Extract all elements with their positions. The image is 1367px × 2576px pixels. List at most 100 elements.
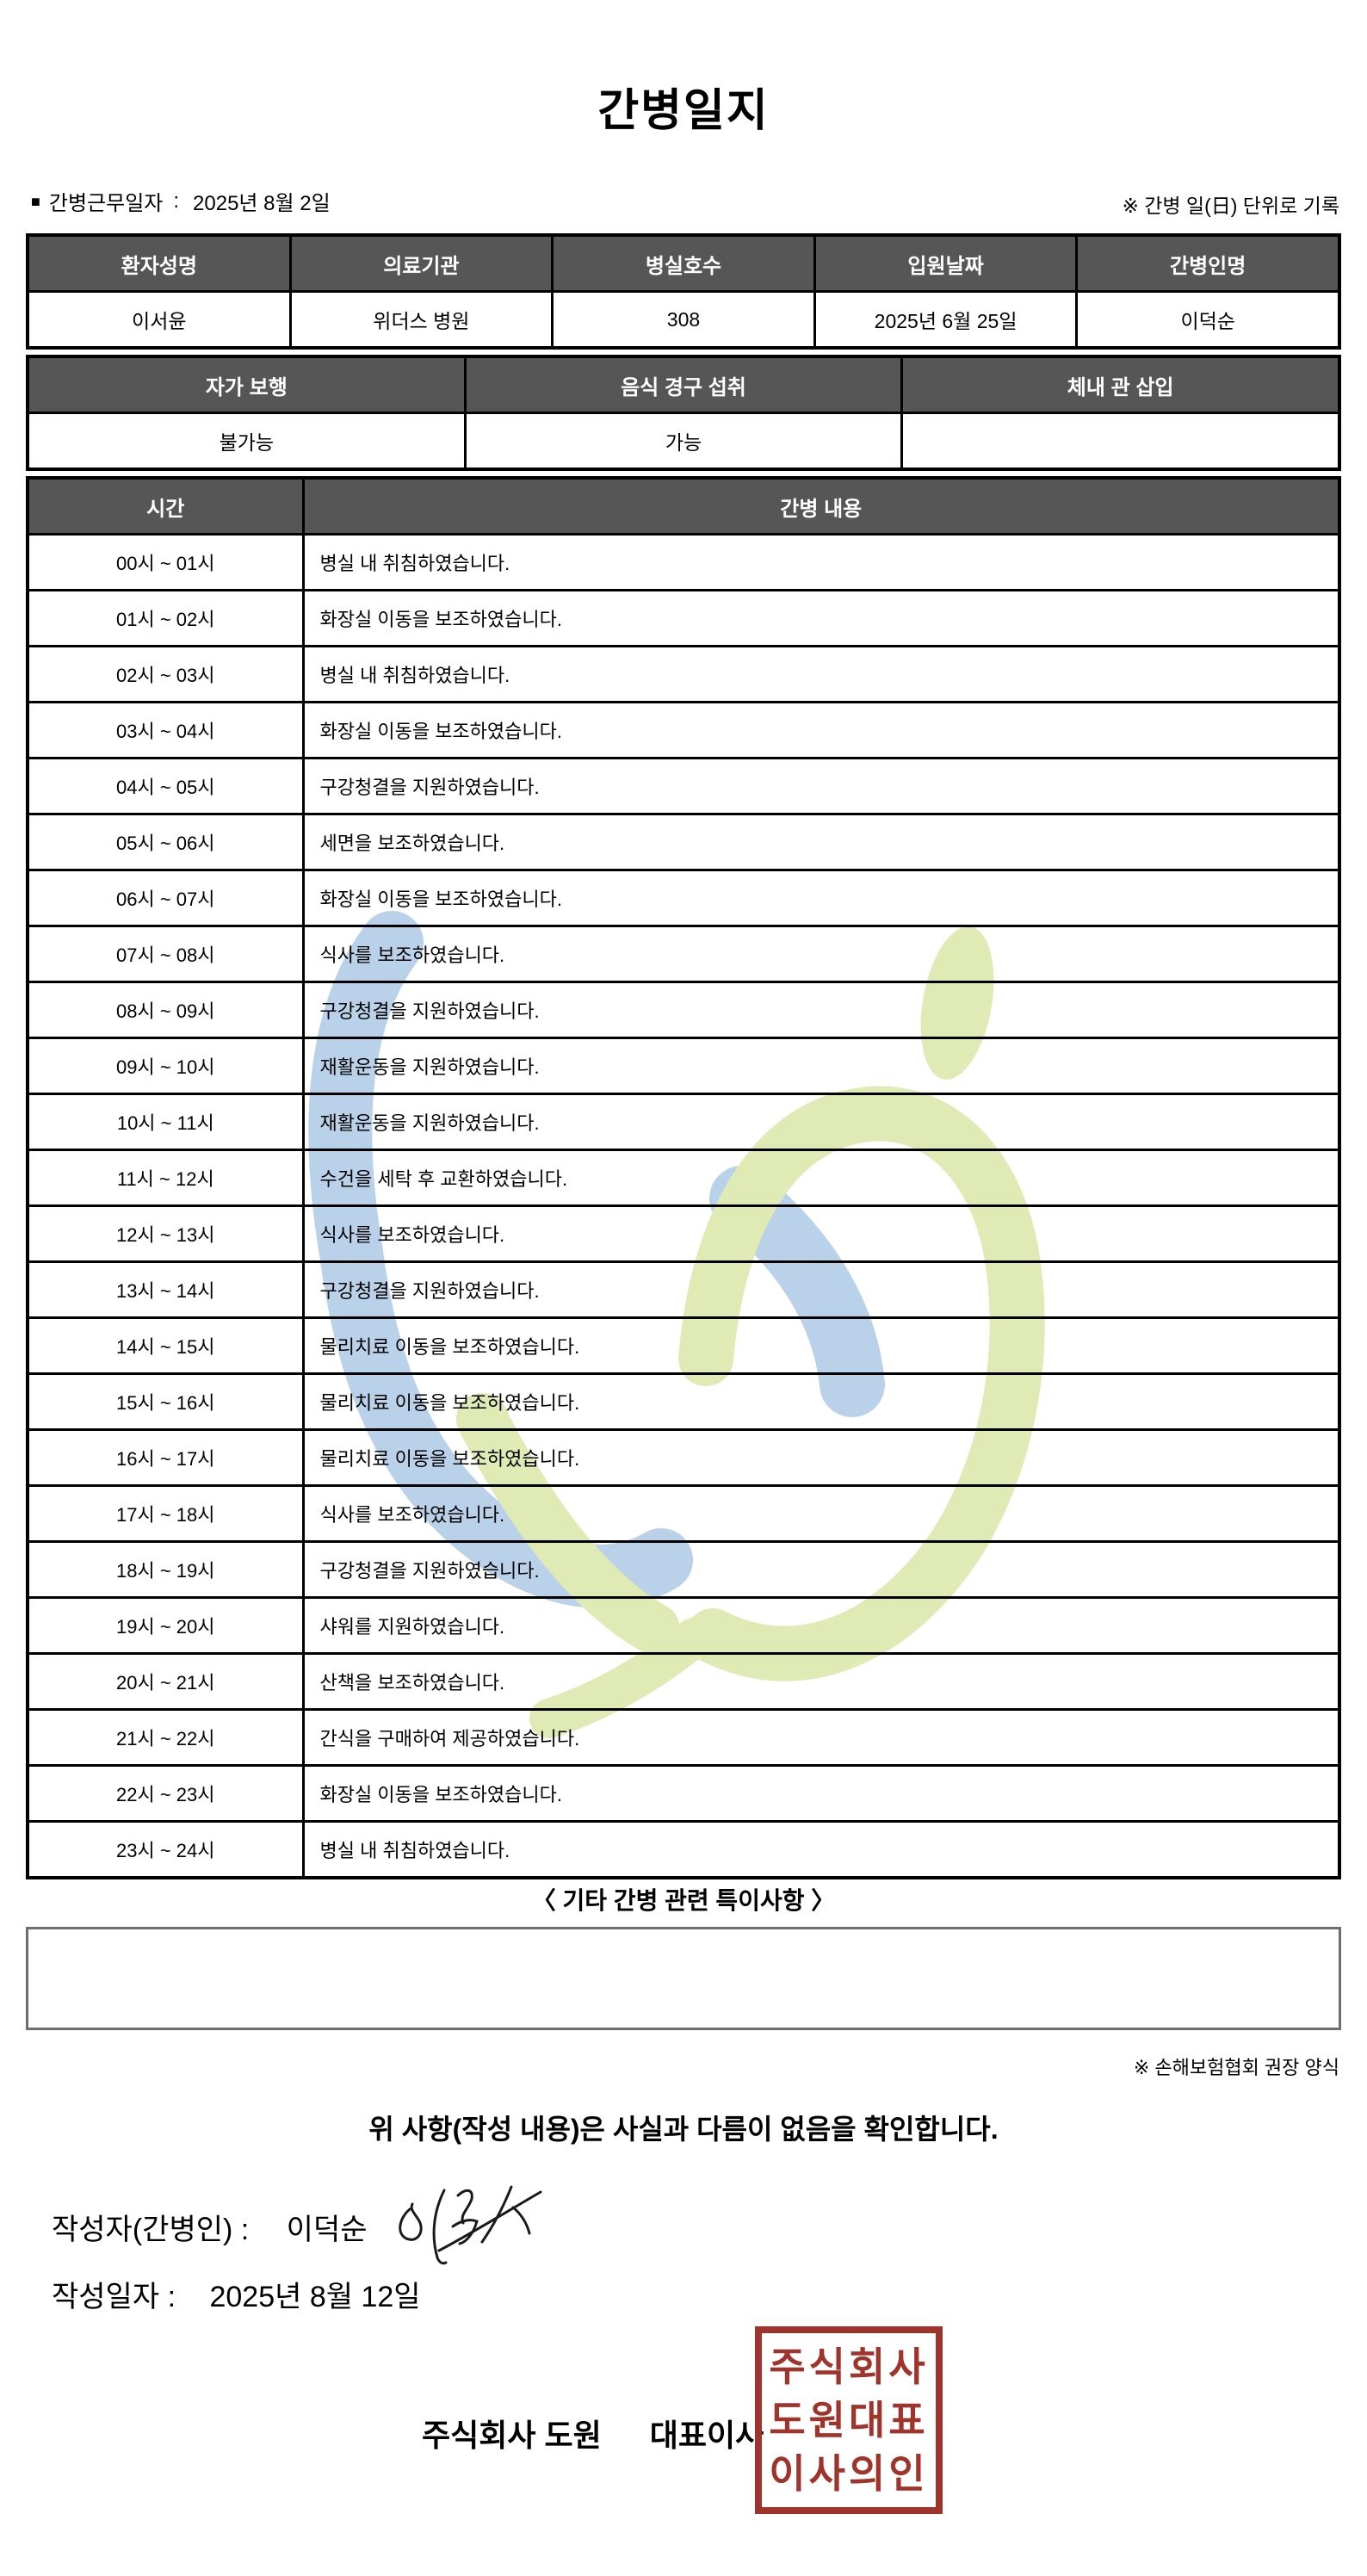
status-header-row: 자가 보행 음식 경구 섭취 체내 관 삽입 — [26, 355, 1341, 414]
care-log-row: 20시 ~ 21시 산책을 보조하였습니다. — [26, 1652, 1341, 1711]
care-row-content: 구강청결을 지원하였습니다. — [301, 981, 1341, 1039]
room-number-value: 308 — [551, 290, 816, 350]
care-row-time: 20시 ~ 21시 — [26, 1652, 305, 1711]
care-row-content: 구강청결을 지원하였습니다. — [301, 1540, 1341, 1599]
care-log-row: 10시 ~ 11시 재활운동을 지원하였습니다. — [26, 1093, 1341, 1151]
care-row-time: 10시 ~ 11시 — [26, 1093, 305, 1151]
care-content-header: 간병 내용 — [301, 476, 1341, 536]
care-row-content: 화장실 이동을 보조하였습니다. — [301, 589, 1341, 647]
care-row-time: 09시 ~ 10시 — [26, 1037, 305, 1095]
company-seal-stamp: 주식회사 도원대표 이사의인 — [755, 2326, 943, 2514]
page-title: 간병일지 — [597, 86, 770, 136]
care-row-content: 구강청결을 지원하였습니다. — [301, 757, 1341, 815]
admission-date-value: 2025년 6월 25일 — [813, 290, 1079, 350]
care-log-header-row: 시간 간병 내용 — [26, 476, 1341, 536]
care-row-time: 15시 ~ 16시 — [26, 1372, 305, 1431]
care-row-content: 화장실 이동을 보조하였습니다. — [301, 701, 1341, 759]
care-row-time: 13시 ~ 14시 — [26, 1260, 305, 1319]
stamp-line: 이사의인 — [769, 2451, 929, 2496]
writer-name: 이덕순 — [286, 2214, 368, 2246]
care-log-row: 07시 ~ 08시 식사를 보조하였습니다. — [26, 925, 1341, 983]
care-log-row: 22시 ~ 23시 화장실 이동을 보조하였습니다. — [26, 1764, 1341, 1823]
care-row-content: 화장실 이동을 보조하였습니다. — [301, 1764, 1341, 1823]
care-log-row: 19시 ~ 20시 샤워를 지원하였습니다. — [26, 1596, 1341, 1655]
care-log-row: 13시 ~ 14시 구강청결을 지원하였습니다. — [26, 1260, 1341, 1319]
patient-info-value-row: 이서윤 위더스 병원 308 2025년 6월 25일 이덕순 — [26, 290, 1341, 350]
care-row-content: 물리치료 이동을 보조하였습니다. — [301, 1428, 1341, 1487]
care-row-time: 22시 ~ 23시 — [26, 1764, 305, 1823]
care-row-content: 식사를 보조하였습니다. — [301, 925, 1341, 983]
care-row-content: 재활운동을 지원하였습니다. — [301, 1093, 1341, 1151]
care-row-time: 21시 ~ 22시 — [26, 1708, 305, 1767]
patient-status-table: 자가 보행 음식 경구 섭취 체내 관 삽입 불가능 가능 — [26, 355, 1341, 471]
care-log-row: 05시 ~ 06시 세면을 보조하였습니다. — [26, 813, 1341, 871]
patient-name-header: 환자성명 — [26, 233, 292, 293]
care-row-time: 07시 ~ 08시 — [26, 925, 305, 983]
care-row-time: 23시 ~ 24시 — [26, 1820, 305, 1879]
self-walking-header: 자가 보행 — [26, 355, 467, 414]
care-log-row: 18시 ~ 19시 구강청결을 지원하였습니다. — [26, 1540, 1341, 1599]
care-row-content: 화장실 이동을 보조하였습니다. — [301, 869, 1341, 927]
care-row-time: 05시 ~ 06시 — [26, 813, 305, 871]
stamp-line: 도원대표 — [769, 2398, 929, 2443]
care-log-row: 09시 ~ 10시 재활운동을 지원하였습니다. — [26, 1037, 1341, 1095]
time-header: 시간 — [26, 476, 305, 536]
care-row-time: 02시 ~ 03시 — [26, 645, 305, 703]
care-row-time: 01시 ~ 02시 — [26, 589, 305, 647]
care-log-row: 01시 ~ 02시 화장실 이동을 보조하였습니다. — [26, 589, 1341, 647]
care-row-content: 세면을 보조하였습니다. — [301, 813, 1341, 871]
work-date-line: ■ 간병근무일자 : 2025년 8월 2일 — [31, 186, 331, 216]
care-row-time: 03시 ~ 04시 — [26, 701, 305, 759]
oral-intake-value: 가능 — [463, 412, 904, 471]
care-row-time: 04시 ~ 05시 — [26, 757, 305, 815]
care-row-content: 구강청결을 지원하였습니다. — [301, 1260, 1341, 1319]
care-row-content: 간식을 구매하여 제공하였습니다. — [301, 1708, 1341, 1767]
unit-note: ※ 간병 일(日) 단위로 기록 — [1122, 195, 1339, 217]
care-log-row: 03시 ~ 04시 화장실 이동을 보조하였습니다. — [26, 701, 1341, 759]
care-log-row: 06시 ~ 07시 화장실 이동을 보조하였습니다. — [26, 869, 1341, 927]
care-row-content: 수건을 세탁 후 교환하였습니다. — [301, 1149, 1341, 1207]
format-note: ※ 손해보험협회 권장 양식 — [1133, 2057, 1339, 2078]
written-date-line: 작성일자 : 2025년 8월 12일 — [52, 2273, 421, 2315]
caregiver-name-header: 간병인명 — [1075, 233, 1341, 293]
care-row-time: 18시 ~ 19시 — [26, 1540, 305, 1599]
confirmation-statement: 위 사항(작성 내용)은 사실과 다름이 없음을 확인합니다. — [368, 2114, 999, 2145]
caregiver-signature — [399, 2185, 542, 2265]
care-log-row: 02시 ~ 03시 병실 내 취침하였습니다. — [26, 645, 1341, 703]
care-row-content: 식사를 보조하였습니다. — [301, 1484, 1341, 1543]
company-name: 주식회사 도원 — [422, 2418, 602, 2453]
written-date-value: 2025년 8월 12일 — [209, 2281, 421, 2313]
patient-info-header-row: 환자성명 의료기관 병실호수 입원날짜 간병인명 — [26, 233, 1341, 293]
care-row-time: 08시 ~ 09시 — [26, 981, 305, 1039]
room-number-header: 병실호수 — [551, 233, 816, 293]
care-log-row: 16시 ~ 17시 물리치료 이동을 보조하였습니다. — [26, 1428, 1341, 1487]
company-line: 주식회사 도원 대표이사 — [422, 2411, 764, 2455]
tube-insertion-value — [900, 412, 1341, 471]
care-log-row: 12시 ~ 13시 식사를 보조하였습니다. — [26, 1204, 1341, 1263]
care-row-time: 06시 ~ 07시 — [26, 869, 305, 927]
care-row-content: 물리치료 이동을 보조하였습니다. — [301, 1316, 1341, 1375]
notes-heading: 〈 기타 간병 관련 특이사항 〉 — [531, 1887, 836, 1914]
care-row-content: 샤워를 지원하였습니다. — [301, 1596, 1341, 1655]
hospital-value: 위더스 병원 — [288, 290, 554, 350]
care-log-row: 23시 ~ 24시 병실 내 취침하였습니다. — [26, 1820, 1341, 1879]
care-row-time: 16시 ~ 17시 — [26, 1428, 305, 1487]
care-row-content: 병실 내 취침하였습니다. — [301, 1820, 1341, 1879]
care-row-content: 식사를 보조하였습니다. — [301, 1204, 1341, 1263]
oral-intake-header: 음식 경구 섭취 — [463, 355, 904, 414]
square-bullet-icon: ■ — [31, 192, 40, 210]
care-row-time: 19시 ~ 20시 — [26, 1596, 305, 1655]
care-log-row: 17시 ~ 18시 식사를 보조하였습니다. — [26, 1484, 1341, 1543]
care-log-table: 시간 간병 내용 00시 ~ 01시 병실 내 취침하였습니다. 01시 ~ 02시… — [26, 476, 1341, 1879]
care-row-time: 12시 ~ 13시 — [26, 1204, 305, 1263]
company-role: 대표이사 — [649, 2418, 764, 2453]
patient-name-value: 이서윤 — [26, 290, 292, 350]
care-row-time: 14시 ~ 15시 — [26, 1316, 305, 1375]
writer-label: 작성자(간병인) : — [52, 2214, 250, 2246]
care-row-time: 00시 ~ 01시 — [26, 533, 305, 591]
care-log-row: 00시 ~ 01시 병실 내 취침하였습니다. — [26, 533, 1341, 591]
care-row-content: 병실 내 취침하였습니다. — [301, 645, 1341, 703]
care-row-time: 17시 ~ 18시 — [26, 1484, 305, 1543]
care-row-content: 산책을 보조하였습니다. — [301, 1652, 1341, 1711]
